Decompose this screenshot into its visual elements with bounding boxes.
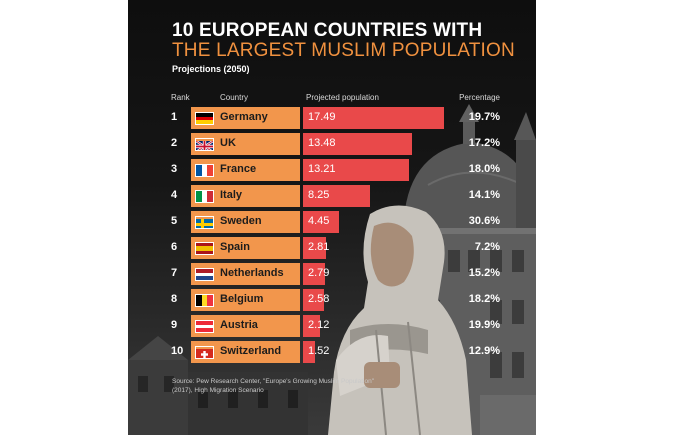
rank-column-header: Rank xyxy=(171,93,190,102)
value-bar xyxy=(303,159,409,181)
value-column-header: Projected population xyxy=(306,93,379,102)
germany-flag-icon xyxy=(195,112,214,125)
value-label: 2.79 xyxy=(308,267,330,279)
country-bar xyxy=(191,107,300,129)
country-label: Italy xyxy=(220,189,243,201)
percentage-label: 12.9% xyxy=(468,345,500,357)
value-bar xyxy=(303,185,370,207)
background-photo-illustration xyxy=(128,104,536,435)
value-label: 2.58 xyxy=(308,293,330,305)
rank-label: 2 xyxy=(171,137,178,149)
country-bar xyxy=(191,263,300,285)
percentage-label: 19.7% xyxy=(468,111,500,123)
value-label: 2.12 xyxy=(308,319,330,331)
rank-label: 1 xyxy=(171,111,178,123)
value-bar xyxy=(303,315,320,337)
value-bar xyxy=(303,133,412,155)
country-bar xyxy=(191,341,300,363)
tower-shape xyxy=(516,140,536,230)
uk-flag-icon xyxy=(195,138,214,151)
country-label: Germany xyxy=(220,111,268,123)
country-label: UK xyxy=(220,137,236,149)
country-label: Netherlands xyxy=(220,267,284,279)
country-bar xyxy=(191,289,300,311)
percentage-column-header: Percentage xyxy=(459,93,500,102)
spain-flag-icon xyxy=(195,242,214,255)
value-label: 8.25 xyxy=(308,189,330,201)
rank-label: 3 xyxy=(171,163,178,175)
value-bar xyxy=(303,263,325,285)
rank-label: 6 xyxy=(171,241,178,253)
rank-label: 8 xyxy=(171,293,178,305)
country-bar xyxy=(191,159,300,181)
rank-label: 4 xyxy=(171,189,178,201)
value-bar xyxy=(303,107,444,129)
value-bar xyxy=(303,237,326,259)
percentage-label: 18.2% xyxy=(468,293,500,305)
percentage-label: 30.6% xyxy=(468,215,500,227)
rank-label: 7 xyxy=(171,267,178,279)
country-bar xyxy=(191,237,300,259)
value-label: 4.45 xyxy=(308,215,330,227)
italy-flag-icon xyxy=(195,190,214,203)
country-label: Belgium xyxy=(220,293,264,305)
value-label: 17.49 xyxy=(308,111,336,123)
country-bar xyxy=(191,315,300,337)
country-label: Austria xyxy=(220,319,258,331)
country-bar xyxy=(191,211,300,233)
percentage-label: 14.1% xyxy=(468,189,500,201)
value-bar xyxy=(303,289,324,311)
woman-face-shape xyxy=(370,222,414,287)
left-building-shape xyxy=(128,360,188,435)
percentage-label: 17.2% xyxy=(468,137,500,149)
chart-title: 10 EUROPEAN COUNTRIES WITH xyxy=(172,20,483,41)
value-bar xyxy=(303,341,315,363)
chart-title-highlight: THE LARGEST MUSLIM POPULATION xyxy=(172,40,515,61)
percentage-label: 18.0% xyxy=(468,163,500,175)
country-label: France xyxy=(220,163,257,175)
value-label: 2.81 xyxy=(308,241,330,253)
country-label: Sweden xyxy=(220,215,262,227)
value-label: 1.52 xyxy=(308,345,330,357)
country-label: Switzerland xyxy=(220,345,282,357)
value-bar xyxy=(303,211,339,233)
percentage-label: 19.9% xyxy=(468,319,500,331)
value-label: 13.48 xyxy=(308,137,336,149)
dome-shape xyxy=(404,142,536,228)
belgium-flag-icon xyxy=(195,294,214,307)
percentage-label: 7.2% xyxy=(474,241,500,253)
infographic-card: 10 EUROPEAN COUNTRIES WITH THE LARGEST M… xyxy=(128,0,536,435)
switzerland-flag-icon xyxy=(195,346,214,359)
country-bar xyxy=(191,185,300,207)
country-bar xyxy=(191,133,300,155)
france-flag-icon xyxy=(195,164,214,177)
rank-label: 5 xyxy=(171,215,178,227)
country-label: Spain xyxy=(220,241,250,253)
percentage-label: 15.2% xyxy=(468,267,500,279)
sweden-flag-icon xyxy=(195,216,214,229)
rank-label: 10 xyxy=(171,345,184,357)
rank-label: 9 xyxy=(171,319,178,331)
austria-flag-icon xyxy=(195,320,214,333)
value-label: 13.21 xyxy=(308,163,336,175)
chart-subtitle: Projections (2050) xyxy=(172,64,250,74)
country-column-header: Country xyxy=(220,93,249,102)
netherlands-flag-icon xyxy=(195,268,214,281)
source-note: Source: Pew Research Center, "Europe's G… xyxy=(172,378,375,394)
